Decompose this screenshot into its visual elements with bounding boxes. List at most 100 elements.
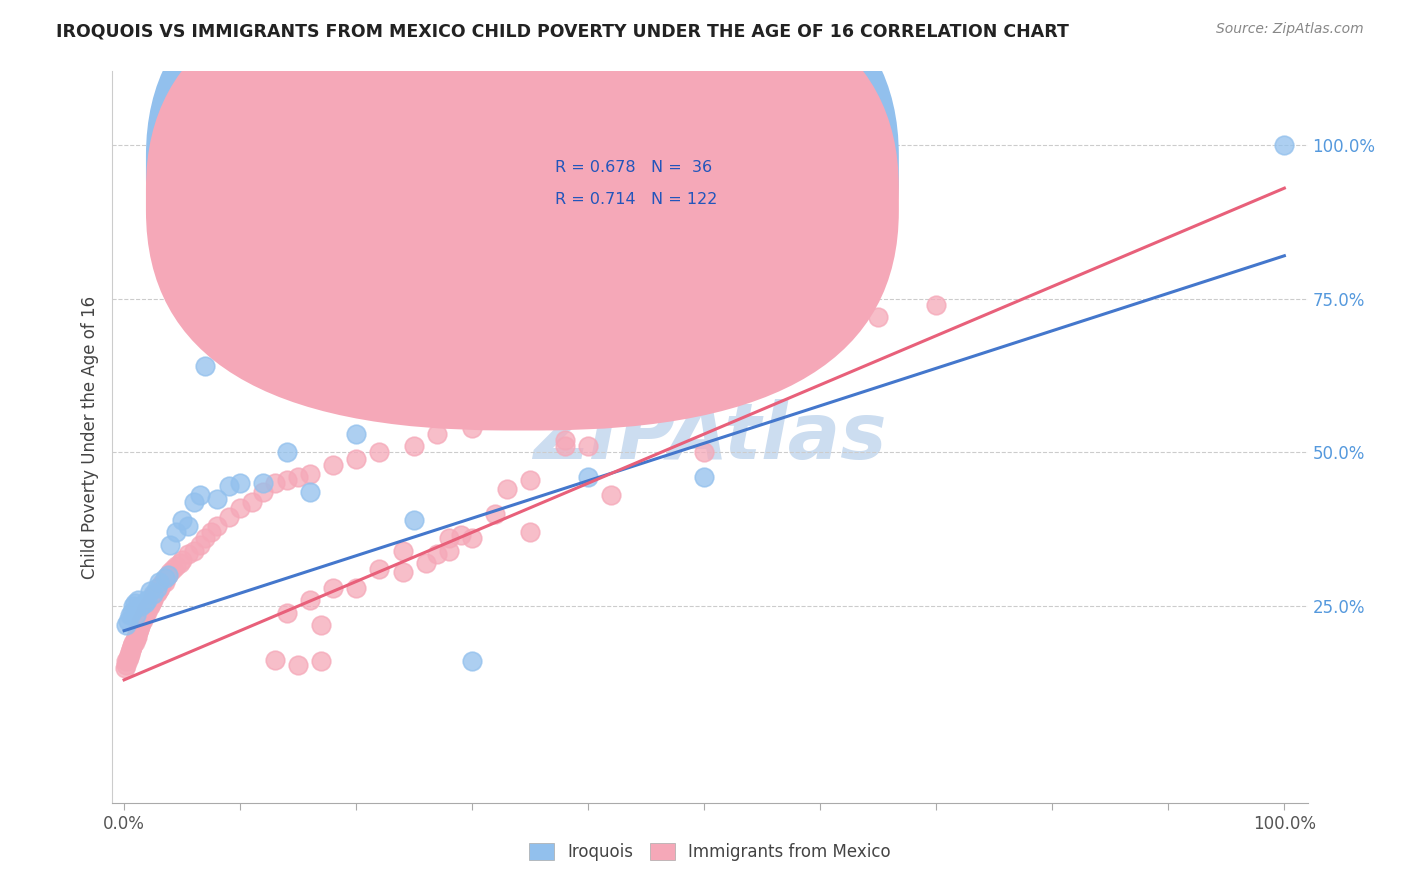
Point	[600, 409, 623, 423]
Y-axis label: Child Poverty Under the Age of 16: Child Poverty Under the Age of 16	[80, 295, 98, 579]
Point	[124, 632, 146, 647]
Point	[344, 451, 367, 466]
Point	[125, 630, 148, 644]
Point	[139, 596, 162, 610]
Point	[128, 621, 150, 635]
Point	[127, 593, 149, 607]
Point	[576, 439, 599, 453]
Point	[519, 402, 541, 417]
Point	[118, 648, 141, 663]
Point	[311, 617, 333, 632]
Point	[437, 532, 460, 546]
Point	[145, 585, 167, 599]
Point	[344, 427, 367, 442]
Point	[115, 617, 138, 632]
Point	[229, 500, 252, 515]
Point	[131, 613, 153, 627]
Point	[287, 470, 309, 484]
Point	[117, 653, 139, 667]
Point	[142, 587, 165, 601]
Point	[252, 485, 274, 500]
Point	[120, 642, 142, 657]
Point	[229, 476, 252, 491]
Point	[132, 610, 155, 624]
Point	[145, 587, 167, 601]
Point	[145, 581, 167, 595]
Point	[391, 566, 413, 580]
Point	[118, 645, 141, 659]
Point	[148, 574, 170, 589]
Point	[169, 556, 191, 570]
Point	[344, 581, 367, 595]
Text: R = 0.678   N =  36: R = 0.678 N = 36	[554, 160, 711, 175]
Text: IROQUOIS VS IMMIGRANTS FROM MEXICO CHILD POVERTY UNDER THE AGE OF 16 CORRELATION: IROQUOIS VS IMMIGRANTS FROM MEXICO CHILD…	[56, 22, 1069, 40]
FancyBboxPatch shape	[146, 0, 898, 431]
Point	[276, 473, 298, 487]
Point	[194, 359, 217, 374]
Point	[808, 322, 831, 336]
Point	[150, 575, 173, 590]
Point	[142, 590, 165, 604]
Point	[135, 605, 157, 619]
Point	[136, 593, 159, 607]
Point	[693, 359, 716, 374]
Point	[368, 562, 391, 576]
Point	[322, 458, 344, 472]
Point	[128, 623, 150, 637]
Point	[138, 600, 160, 615]
Point	[298, 485, 321, 500]
Point	[138, 599, 160, 613]
Point	[131, 615, 153, 629]
Point	[205, 519, 228, 533]
Point	[519, 473, 541, 487]
Point	[125, 630, 148, 644]
Point	[127, 624, 149, 638]
Point	[205, 491, 228, 506]
Point	[153, 571, 176, 585]
Point	[124, 634, 146, 648]
Point	[177, 547, 200, 561]
Point	[125, 631, 148, 645]
Point	[276, 607, 298, 621]
Point	[120, 643, 142, 657]
Point	[669, 366, 692, 380]
Point	[252, 476, 274, 491]
Point	[121, 605, 143, 619]
Point	[437, 543, 460, 558]
Point	[138, 598, 160, 612]
Point	[751, 341, 773, 355]
Point	[925, 298, 948, 312]
Point	[218, 479, 240, 493]
Point	[519, 525, 541, 540]
Point	[868, 310, 890, 325]
Point	[450, 528, 472, 542]
Point	[298, 467, 321, 481]
Point	[138, 583, 160, 598]
Point	[188, 538, 211, 552]
Point	[122, 599, 145, 613]
Point	[134, 607, 156, 621]
Text: ZIPAtlas: ZIPAtlas	[533, 399, 887, 475]
Point	[576, 470, 599, 484]
Point	[134, 608, 156, 623]
Point	[124, 596, 146, 610]
Point	[157, 568, 180, 582]
Point	[115, 657, 138, 672]
Point	[148, 582, 170, 596]
Point	[118, 647, 141, 661]
Point	[136, 602, 159, 616]
Point	[554, 439, 576, 453]
Point	[461, 532, 484, 546]
Point	[143, 588, 166, 602]
Point	[554, 396, 576, 410]
Point	[636, 375, 658, 389]
Point	[125, 627, 148, 641]
Point	[146, 583, 169, 598]
Point	[114, 660, 136, 674]
Point	[118, 649, 141, 664]
Point	[240, 494, 263, 508]
Point	[298, 593, 321, 607]
Text: R = 0.714   N = 122: R = 0.714 N = 122	[554, 192, 717, 207]
Point	[121, 639, 143, 653]
Point	[183, 543, 205, 558]
